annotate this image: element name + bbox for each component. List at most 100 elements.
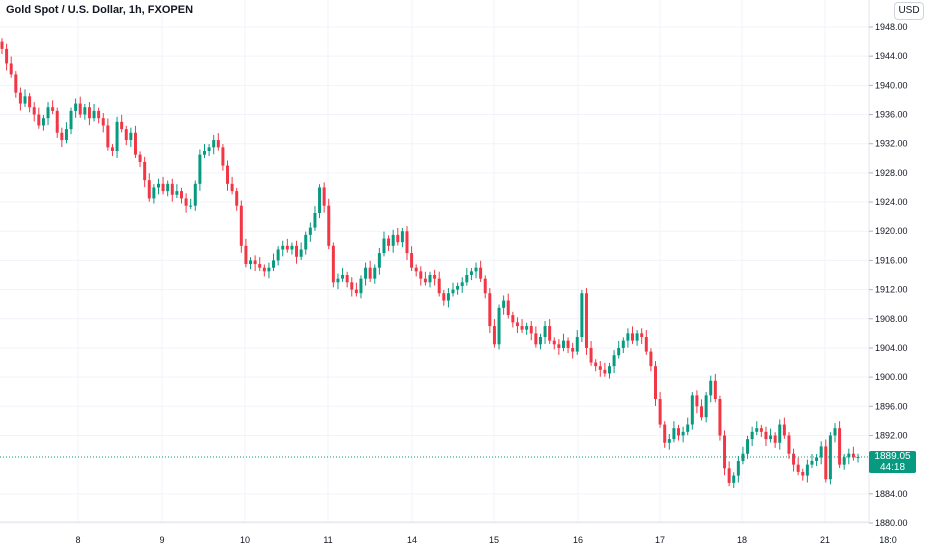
candle-body — [410, 253, 414, 268]
y-tick-label: 1928.00 — [875, 168, 908, 178]
candle-body — [230, 183, 234, 192]
candle-body — [313, 213, 317, 228]
candles — [0, 38, 860, 488]
candle-body — [741, 453, 745, 461]
candle-body — [400, 231, 404, 243]
candle-body — [387, 238, 391, 246]
candle-body — [368, 267, 372, 279]
candle-body — [479, 267, 483, 279]
candle-body — [796, 464, 800, 472]
candle-body — [529, 326, 533, 334]
candle-body — [189, 205, 193, 207]
candle-body — [511, 315, 515, 323]
candle-body — [603, 369, 607, 374]
candle-body — [506, 300, 510, 316]
candle-body — [764, 431, 768, 440]
candle-body — [0, 41, 4, 49]
candle-body — [364, 267, 368, 279]
candle-body — [272, 260, 276, 268]
x-tick-label: 18:0 — [879, 535, 897, 545]
candle-body — [750, 431, 754, 440]
candle-body — [433, 275, 437, 279]
candle-body — [331, 245, 335, 283]
candle-body — [534, 333, 538, 345]
x-tick-label: 9 — [159, 535, 164, 545]
candle-body — [746, 439, 750, 454]
candle-body — [598, 366, 602, 370]
candle-body — [847, 453, 851, 458]
candle-body — [686, 424, 690, 432]
currency-button[interactable]: USD — [894, 2, 924, 20]
candle-body — [649, 351, 653, 367]
candle-body — [488, 293, 492, 327]
candle-body — [621, 340, 625, 348]
candle-body — [654, 366, 658, 399]
last-price-tag: 1889.05 44:18 — [869, 451, 916, 473]
candle-body — [161, 183, 165, 192]
candle-body — [37, 114, 41, 126]
candle-body — [299, 249, 303, 257]
last-price-value: 1889.05 — [874, 451, 911, 462]
grid — [0, 0, 869, 524]
y-tick-label: 1908.00 — [875, 314, 908, 324]
candle-body — [805, 464, 809, 476]
candle-body — [304, 234, 308, 250]
candle-body — [483, 278, 487, 294]
candle-body — [46, 107, 50, 119]
y-tick-label: 1932.00 — [875, 139, 908, 149]
candle-body — [106, 125, 110, 148]
chart-title: Gold Spot / U.S. Dollar, 1h, FXOPEN — [6, 4, 194, 16]
x-tick-label: 8 — [75, 535, 80, 545]
candle-body — [709, 380, 713, 396]
candle-body — [658, 399, 662, 425]
candle-body — [690, 395, 694, 425]
candle-body — [391, 234, 395, 246]
candle-body — [718, 399, 722, 436]
candle-body — [423, 278, 427, 283]
candle-body — [202, 151, 206, 155]
candle-body — [810, 461, 814, 465]
candle-body — [253, 260, 257, 265]
candle-body — [377, 253, 381, 268]
candle-body — [341, 275, 345, 279]
candle-body — [143, 161, 147, 181]
candle-body — [198, 154, 202, 184]
candle-body — [276, 249, 280, 261]
candle-body — [138, 154, 142, 162]
candle-body — [801, 471, 805, 476]
y-tick-label: 1944.00 — [875, 51, 908, 61]
candle-body — [515, 322, 519, 327]
candle-body — [152, 187, 156, 199]
candle-body — [474, 267, 478, 272]
candle-body — [828, 435, 832, 480]
x-tick-label: 14 — [407, 535, 417, 545]
candle-body — [667, 439, 671, 443]
candle-body — [419, 271, 423, 279]
candle-body — [226, 165, 230, 184]
time-axis[interactable]: 8 9 10 11 14 15 16 17 18 21 18:0 — [75, 535, 896, 545]
candle-body — [787, 435, 791, 454]
candle-body — [460, 282, 464, 286]
candle-body — [580, 293, 584, 337]
candle-body — [41, 118, 45, 126]
candle-body — [129, 132, 133, 141]
candle-body — [414, 267, 418, 272]
candle-body — [221, 147, 225, 166]
candle-body — [695, 395, 699, 407]
candle-body — [727, 468, 731, 483]
candle-body — [9, 63, 13, 75]
candle-body — [249, 260, 253, 265]
candle-body — [644, 337, 648, 352]
y-tick-label: 1940.00 — [875, 80, 908, 90]
candle-body — [170, 183, 174, 195]
y-tick-label: 1936.00 — [875, 110, 908, 120]
candle-body — [5, 48, 9, 64]
candle-body — [677, 428, 681, 436]
y-tick-label: 1948.00 — [875, 22, 908, 32]
candle-body — [354, 289, 358, 294]
price-axis[interactable]: 1948.00 1944.00 1940.00 1936.00 1932.00 1928.… — [869, 22, 908, 528]
candle-body — [64, 129, 68, 141]
x-tick-label: 10 — [240, 535, 250, 545]
candle-body — [571, 347, 575, 352]
